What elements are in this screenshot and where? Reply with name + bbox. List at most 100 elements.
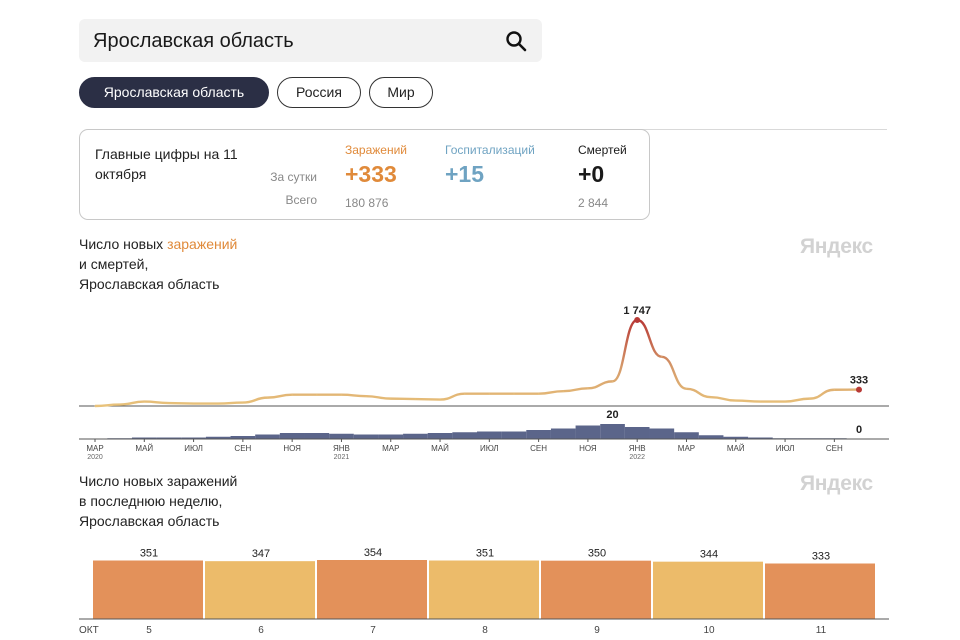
key-figures-title: Главные цифры на 11 октября xyxy=(95,146,238,182)
deaths-bar xyxy=(748,437,773,439)
deaths-bar xyxy=(131,437,157,439)
x-tick-year-label: 2021 xyxy=(334,454,350,461)
infections-line xyxy=(94,318,860,408)
annotation-label: 20 xyxy=(606,409,618,421)
chart2-title-line2: в последнюю неделю, xyxy=(79,493,223,509)
x-tick-year-label: 2020 xyxy=(87,454,103,461)
deaths-bar xyxy=(255,434,280,439)
bar-category-label: 11 xyxy=(816,625,827,636)
hospitalizations-label: Госпитализаций xyxy=(445,143,535,157)
region-search-box[interactable]: Ярославская область xyxy=(79,19,542,62)
bar-value-label: 350 xyxy=(588,548,606,560)
bar-category-label: 8 xyxy=(482,625,488,636)
week-bar xyxy=(541,560,651,619)
deaths-bar xyxy=(403,433,428,439)
infections-point xyxy=(784,400,786,403)
infections-point xyxy=(661,355,663,358)
deaths-bar xyxy=(477,431,502,439)
deaths-bar xyxy=(205,436,231,439)
x-tick-label: СЕН xyxy=(530,444,547,453)
week-bar xyxy=(93,560,203,619)
bar-value-label: 333 xyxy=(812,551,830,563)
deaths-label: Смертей xyxy=(578,143,627,157)
infections-point xyxy=(365,395,367,397)
bar-value-label: 351 xyxy=(476,548,494,560)
bar-value-label: 354 xyxy=(364,547,382,559)
divider xyxy=(640,129,887,130)
infections-point xyxy=(389,397,392,400)
tab-world[interactable]: Мир xyxy=(369,77,433,108)
search-icon[interactable] xyxy=(504,29,528,53)
week-bar xyxy=(765,563,875,619)
bar-value-label: 347 xyxy=(252,548,270,560)
week-bar xyxy=(317,560,427,619)
week-bar xyxy=(653,561,763,619)
infections-point xyxy=(266,396,269,399)
deaths-bar xyxy=(575,425,601,439)
x-tick-label: ИЮЛ xyxy=(480,444,499,453)
infections-point xyxy=(340,393,343,396)
infections-point xyxy=(316,393,318,396)
deaths-bar xyxy=(698,435,724,439)
infections-marker xyxy=(634,317,641,323)
infections-point xyxy=(217,402,220,405)
infections-point xyxy=(587,387,589,390)
bar-category-label: 9 xyxy=(594,625,600,636)
infections-point xyxy=(118,403,121,406)
infections-marker xyxy=(856,386,862,393)
infections-point xyxy=(439,398,441,401)
x-tick-label: НОЯ xyxy=(283,444,301,453)
deaths-bar xyxy=(526,430,551,439)
deaths-bar xyxy=(624,427,650,439)
tab-russia[interactable]: Россия xyxy=(277,77,361,108)
chart1-title-line2: и смертей, xyxy=(79,256,149,272)
deaths-bar xyxy=(674,432,699,439)
deaths-bar xyxy=(230,436,256,439)
chart2-title-line3: Ярославская область xyxy=(79,513,220,529)
x-tick-label: ЯНВ xyxy=(333,444,350,453)
x-tick-label: ИЮЛ xyxy=(184,444,203,453)
x-tick-year-label: 2022 xyxy=(629,454,645,461)
infections-point xyxy=(143,400,146,403)
infections-point xyxy=(808,397,811,400)
hospitalizations-column: Госпитализаций +15 xyxy=(445,143,535,188)
bar-value-label: 351 xyxy=(140,548,158,560)
bar-category-label: 7 xyxy=(370,625,376,636)
deaths-bar xyxy=(600,424,625,439)
chart2-title: Число новых заражений в последнюю неделю… xyxy=(79,471,237,531)
annotation-label: 333 xyxy=(850,375,868,387)
infections-point xyxy=(291,393,293,396)
deaths-day-value: +0 xyxy=(578,161,605,187)
infections-point xyxy=(488,392,491,395)
infections-point xyxy=(611,380,614,383)
infections-total-value: 180 876 xyxy=(345,196,389,210)
search-input[interactable]: Ярославская область xyxy=(93,30,294,52)
x-tick-label: СЕН xyxy=(826,444,843,453)
x-tick-label: ЯНВ xyxy=(629,444,646,453)
deaths-column: Смертей +0 2 844 xyxy=(578,143,627,210)
weekly-infections-chart: 351 5 347 6 354 7 351 8 350 9 344 10 333 11 ОКТ xyxy=(79,547,889,636)
x-tick-label: СЕН xyxy=(234,444,251,453)
row-label-day: За сутки xyxy=(270,170,317,184)
x-tick-label: НОЯ xyxy=(579,444,597,453)
key-figures-card: Главные цифры на 11 октября За сутки Все… xyxy=(79,129,650,220)
x-tick-label: МАР xyxy=(678,444,695,453)
infections-day-value: +333 xyxy=(345,161,397,187)
infections-point xyxy=(685,387,688,390)
infections-point xyxy=(463,392,466,395)
tab-yaroslavl-region[interactable]: Ярославская область xyxy=(79,77,269,108)
row-label-total: Всего xyxy=(285,193,317,207)
yandex-watermark: Яндекс xyxy=(800,472,873,495)
infections-point xyxy=(537,392,540,395)
chart1-title: Число новых заражений и смертей, Ярослав… xyxy=(79,234,237,294)
infections-point xyxy=(562,390,565,393)
chart1-title-prefix: Число новых xyxy=(79,236,168,252)
infections-point xyxy=(759,400,762,403)
deaths-bar xyxy=(156,437,182,439)
deaths-bar xyxy=(279,433,305,439)
deaths-bar xyxy=(329,433,354,439)
deaths-bar xyxy=(427,433,453,439)
deaths-bar xyxy=(378,434,404,439)
infections-point xyxy=(192,402,195,405)
deaths-bar xyxy=(723,436,749,439)
